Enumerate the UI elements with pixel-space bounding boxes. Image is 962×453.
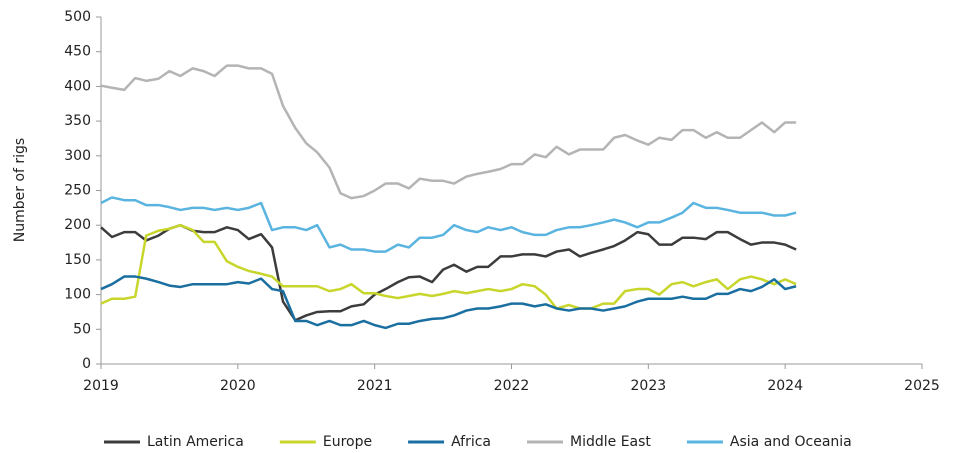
x-tick-label: 2019 xyxy=(83,378,119,394)
y-tick-label: 100 xyxy=(64,287,91,303)
y-tick-label: 50 xyxy=(73,321,91,337)
legend-label: Europe xyxy=(323,434,372,450)
x-tick-label: 2022 xyxy=(494,378,530,394)
x-tick-label: 2020 xyxy=(220,378,256,394)
y-tick-label: 400 xyxy=(64,78,91,94)
legend-label: Middle East xyxy=(570,434,651,450)
y-tick-label: 0 xyxy=(82,356,91,372)
y-tick-label: 200 xyxy=(64,217,91,233)
legend-label: Asia and Oceania xyxy=(730,434,852,450)
x-tick-label: 2023 xyxy=(631,378,667,394)
x-tick-label: 2021 xyxy=(357,378,393,394)
x-tick-label: 2024 xyxy=(767,378,803,394)
y-tick-label: 500 xyxy=(64,9,91,25)
y-tick-label: 150 xyxy=(64,252,91,268)
y-tick-label: 350 xyxy=(64,113,91,129)
legend-label: Africa xyxy=(451,434,491,450)
series-line xyxy=(100,196,797,253)
y-tick-label: 450 xyxy=(64,44,91,60)
y-tick-label: 300 xyxy=(64,148,91,164)
y-axis-label: Number of rigs xyxy=(12,138,28,242)
legend-label: Latin America xyxy=(147,434,244,450)
series-line xyxy=(100,223,797,310)
y-tick-label: 250 xyxy=(64,183,91,199)
series-line xyxy=(100,223,797,322)
series-line xyxy=(100,275,797,330)
x-tick-label: 2025 xyxy=(904,378,940,394)
series-line xyxy=(100,64,797,200)
